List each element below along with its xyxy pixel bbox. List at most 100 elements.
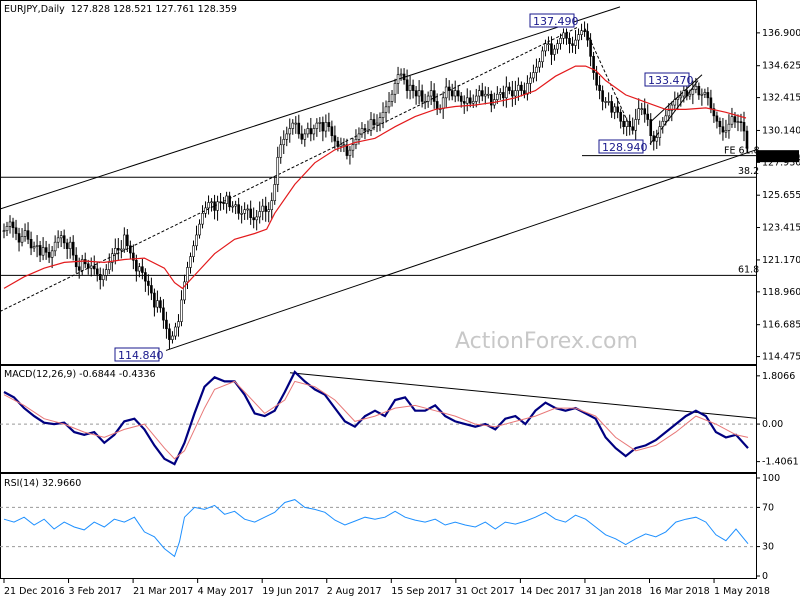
rsi-tick-label: 70 (762, 502, 774, 513)
candle-body (252, 217, 255, 221)
candle-body (742, 122, 746, 132)
candle-body (541, 50, 544, 63)
x-tick-label: 15 Sep 2017 (391, 586, 451, 597)
candle-body (462, 101, 466, 104)
candle-body (471, 101, 475, 104)
macd-line (3, 370, 749, 466)
candle-body (126, 234, 129, 247)
rsi-layer (0, 499, 756, 558)
candle-body (568, 37, 571, 44)
candle-body (156, 300, 159, 308)
candle-body (526, 83, 529, 95)
candle-body (444, 86, 448, 99)
candle-body (71, 241, 75, 256)
price-tick-label: 125.655 (762, 190, 800, 201)
candle-body (345, 144, 349, 156)
candle-body (712, 108, 716, 117)
candle-body (468, 97, 472, 104)
candle-body (673, 99, 677, 106)
current-price-label: 128.359 (761, 152, 800, 163)
annotation-label: 137.490 (533, 15, 579, 28)
price-tick-label: 127.930 (762, 157, 800, 168)
candle-body (258, 211, 261, 218)
candle-body (577, 34, 580, 41)
channel-upper-line (0, 6, 621, 210)
candle-body (207, 202, 210, 209)
candle-body (372, 119, 376, 126)
candle-body (110, 253, 114, 263)
candle-body (26, 230, 30, 240)
candle-body (730, 116, 734, 125)
candle-body (348, 149, 352, 156)
price-header: EURJPY,Daily 127.828 128.521 127.761 128.… (4, 4, 237, 15)
candle-body (423, 101, 427, 103)
candle-body (393, 83, 397, 95)
candle-body (120, 248, 123, 251)
x-tick-label: 16 Mar 2018 (649, 586, 709, 597)
price-tick-label: 116.685 (762, 320, 800, 331)
candle-body (192, 245, 195, 257)
x-tick-label: 21 Mar 2017 (133, 586, 193, 597)
candle-body (183, 281, 186, 301)
x-tick-label: 21 Dec 2016 (4, 586, 65, 597)
candle-body (622, 120, 625, 128)
level-label: 38.2 (738, 166, 759, 177)
price-tick-label: 130.140 (762, 125, 800, 136)
candle-body (162, 307, 165, 321)
candle-body (529, 77, 532, 84)
rsi-tick-label: 0 (762, 571, 768, 582)
candle-body (8, 221, 12, 227)
candle-body (535, 66, 538, 73)
candle-body (141, 266, 144, 273)
candle-body (411, 84, 415, 91)
candle-body (607, 101, 610, 103)
candle-body (426, 95, 430, 102)
candle-body (68, 241, 72, 249)
candle-body (213, 201, 216, 211)
candle-body (574, 39, 577, 46)
candle-body (499, 92, 502, 95)
candle-body (20, 236, 24, 243)
candle-body (291, 122, 295, 129)
candle-body (480, 90, 484, 97)
candle-body (77, 266, 81, 271)
candle-body (17, 233, 21, 243)
x-tick-label: 4 May 2017 (198, 586, 254, 597)
candle-body (709, 97, 713, 109)
candle-body (589, 39, 592, 57)
candle-body (86, 263, 90, 269)
candle-body (186, 267, 189, 283)
candle-body (132, 252, 135, 261)
candle-body (249, 208, 252, 218)
candle-body (23, 230, 27, 237)
moving-average-line (3, 65, 747, 290)
candle-body (204, 207, 207, 214)
candle-body (435, 101, 439, 109)
candle-body (625, 120, 628, 128)
candle-body (123, 234, 126, 250)
candle-body (414, 90, 418, 97)
x-tick-label: 3 Feb 2017 (69, 586, 122, 597)
macd-tick-label: 0.00 (762, 419, 783, 430)
candle-body (679, 95, 683, 99)
candle-body (739, 121, 743, 123)
candle-body (255, 216, 258, 221)
candle-body (53, 241, 57, 252)
candle-body (514, 90, 517, 97)
candle-body (189, 256, 192, 268)
candle-body (47, 251, 51, 258)
candle-body (174, 326, 177, 337)
candle-body (559, 37, 562, 44)
candle-body (366, 130, 370, 132)
candle-body (547, 43, 550, 45)
candle-body (225, 195, 228, 204)
symbol-label: EURJPY,Daily (4, 4, 65, 15)
candle-body (613, 106, 616, 113)
macd-signal-line (3, 380, 749, 460)
candle-body (62, 235, 66, 244)
candle-body (474, 95, 478, 102)
macd-trend-line (289, 372, 757, 419)
candle-body (357, 133, 361, 140)
candle-body (288, 128, 292, 135)
candle-body (92, 265, 96, 270)
